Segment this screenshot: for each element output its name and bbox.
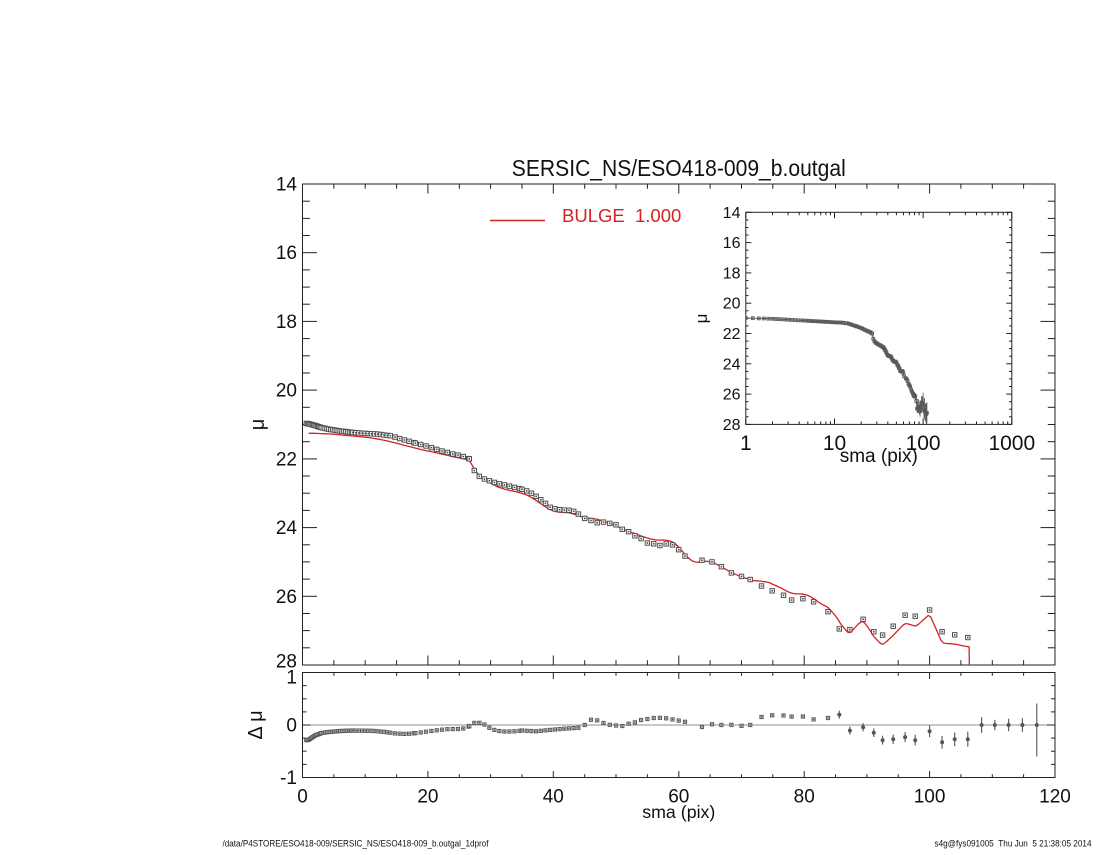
svg-text:26: 26 bbox=[723, 387, 741, 404]
svg-text:100: 100 bbox=[906, 432, 941, 455]
svg-text:40: 40 bbox=[543, 787, 564, 808]
svg-text:26: 26 bbox=[276, 587, 297, 608]
svg-text:10: 10 bbox=[823, 432, 846, 455]
svg-text:20: 20 bbox=[417, 787, 438, 808]
svg-text:100: 100 bbox=[914, 787, 946, 808]
svg-text:BULGE 1.000: BULGE 1.000 bbox=[562, 205, 681, 226]
svg-text:20: 20 bbox=[723, 296, 741, 313]
svg-text:Δ μ: Δ μ bbox=[245, 710, 267, 739]
svg-text:24: 24 bbox=[276, 518, 298, 539]
svg-text:0: 0 bbox=[297, 787, 308, 808]
svg-text:sma (pix): sma (pix) bbox=[642, 802, 715, 822]
svg-text:80: 80 bbox=[794, 787, 815, 808]
svg-text:18: 18 bbox=[723, 265, 741, 282]
svg-text:24: 24 bbox=[723, 356, 741, 373]
svg-text:14: 14 bbox=[276, 175, 298, 196]
svg-text:/data/P4STORE/ESO418-009/SERSI: /data/P4STORE/ESO418-009/SERSIC_NS/ESO41… bbox=[223, 839, 489, 849]
svg-text:28: 28 bbox=[723, 417, 741, 434]
svg-text:1000: 1000 bbox=[988, 432, 1035, 455]
svg-text:μ: μ bbox=[247, 419, 269, 431]
svg-text:16: 16 bbox=[276, 243, 297, 264]
svg-text:22: 22 bbox=[276, 449, 297, 470]
svg-text:SERSIC_NS/ESO418-009_b.outgal: SERSIC_NS/ESO418-009_b.outgal bbox=[512, 155, 846, 181]
svg-text:20: 20 bbox=[276, 381, 297, 402]
svg-text:18: 18 bbox=[276, 312, 297, 333]
svg-text:0: 0 bbox=[286, 716, 297, 737]
svg-text:28: 28 bbox=[276, 652, 297, 673]
svg-text:22: 22 bbox=[723, 326, 741, 343]
svg-text:60: 60 bbox=[668, 787, 689, 808]
svg-text:1: 1 bbox=[740, 432, 752, 455]
svg-text:s4g@fys091005 Thu Jun 5 21:3: s4g@fys091005 Thu Jun 5 21:38:05 2014 bbox=[935, 839, 1092, 850]
svg-text:16: 16 bbox=[723, 235, 741, 252]
svg-text:120: 120 bbox=[1039, 787, 1071, 808]
svg-text:μ: μ bbox=[692, 314, 711, 324]
svg-text:sma (pix): sma (pix) bbox=[840, 446, 918, 467]
svg-text:-1: -1 bbox=[280, 768, 297, 789]
svg-text:14: 14 bbox=[723, 205, 741, 222]
svg-text:1: 1 bbox=[286, 668, 297, 689]
